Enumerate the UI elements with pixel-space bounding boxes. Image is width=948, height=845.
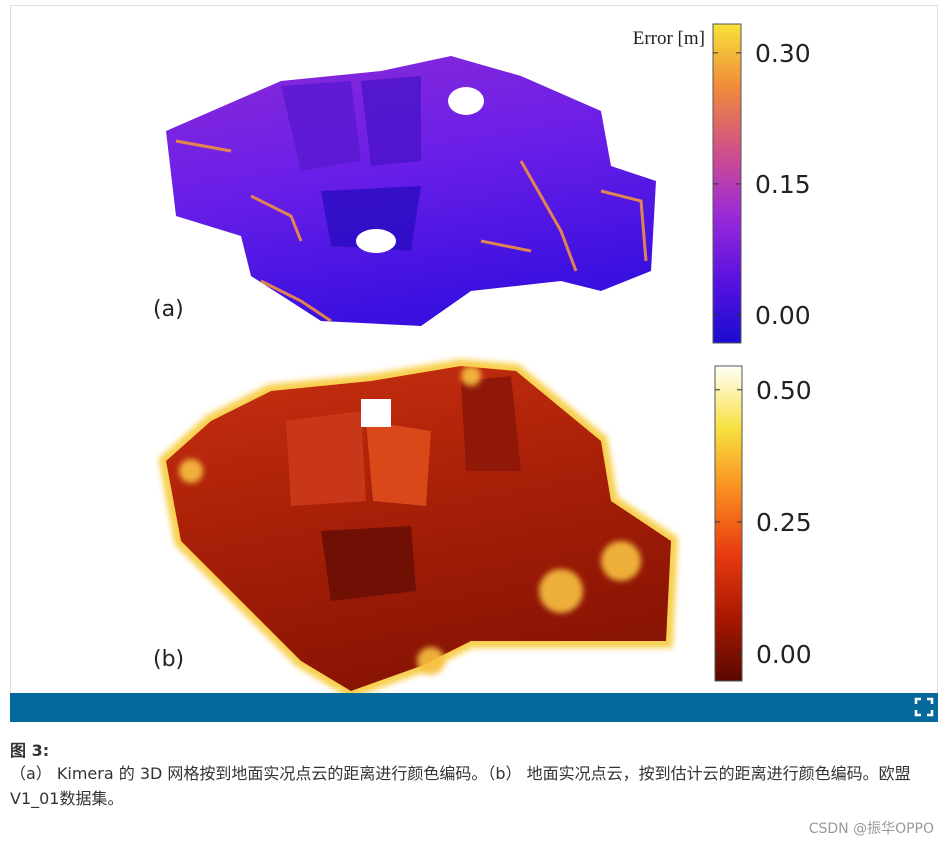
figure: (a) Error [m] 0.30 0.15 0.00 (b) 0.50 0.25 0.00	[10, 5, 938, 722]
tick-label: 0.50	[756, 376, 812, 405]
toolbar	[10, 693, 938, 722]
tick-label: 0.15	[755, 170, 811, 199]
tick-label: 0.00	[756, 640, 812, 669]
caption-heading: 图 3:	[10, 741, 50, 760]
watermark: CSDN @振华OPPO	[808, 821, 934, 837]
colorbar	[714, 365, 743, 682]
point-clouds	[158, 56, 679, 699]
tick-label: 0.30	[755, 39, 811, 68]
tick-label: 0.25	[756, 508, 812, 537]
panel-label: (b)	[153, 647, 184, 672]
tick-label: 0.00	[755, 301, 811, 330]
figure-image: (a) Error [m] 0.30 0.15 0.00 (b) 0.50 0.25 0.00	[153, 23, 812, 699]
caption-text: （a） Kimera 的 3D 网格按到地面实况点云的距离进行颜色编码。（b） …	[10, 764, 911, 808]
panel-label: (a)	[153, 297, 184, 322]
colorbar-title: Error [m]	[633, 28, 705, 49]
expand-button[interactable]	[914, 697, 934, 717]
